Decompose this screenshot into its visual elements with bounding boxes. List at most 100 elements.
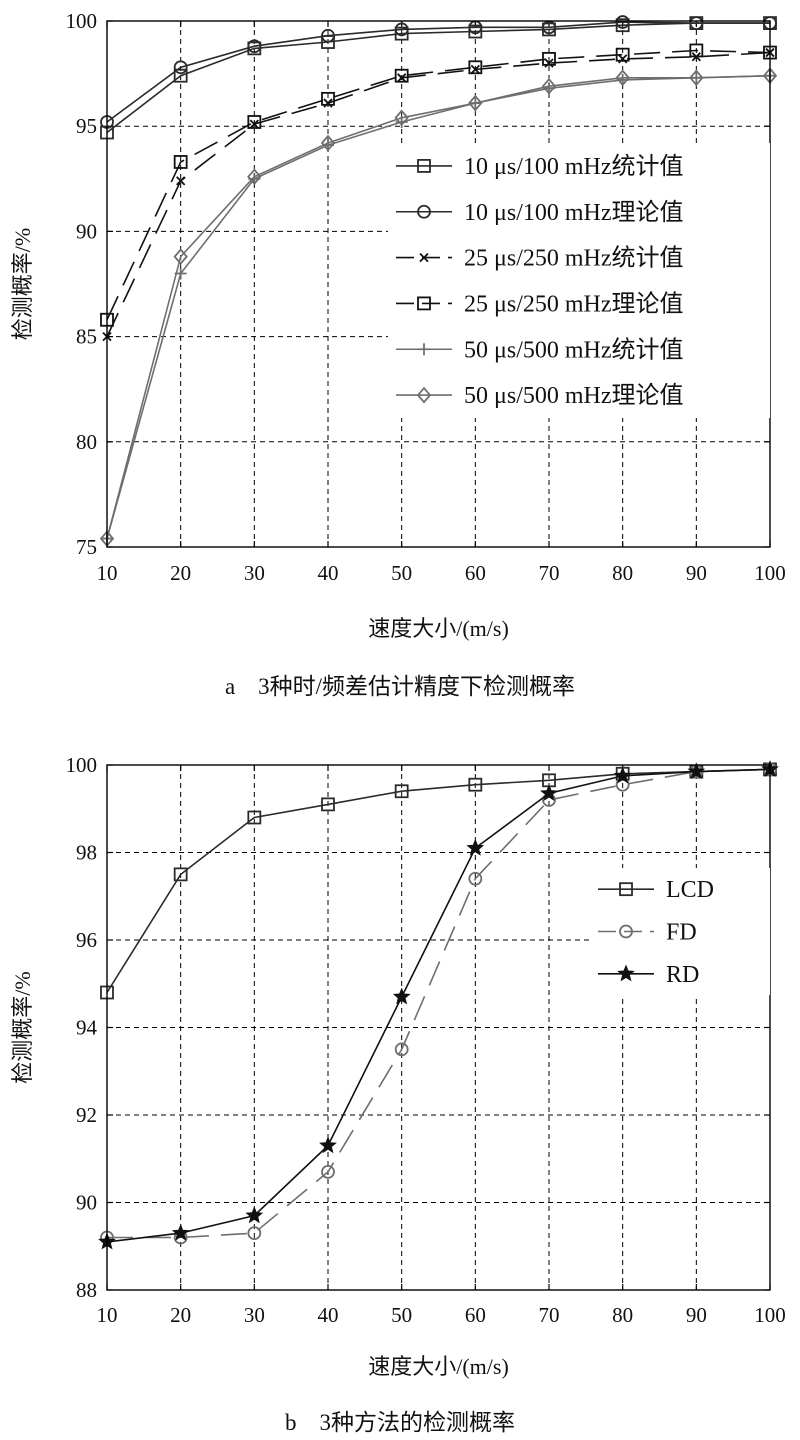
x-axis-title: 速度大小/(m/s) — [368, 616, 509, 641]
marker-square — [468, 24, 483, 39]
chart-b: 10 20 30 40 50 60 70 80 90 100 88 90 92 94 96 98 100 LCD F… — [10, 753, 786, 1435]
series-3 — [98, 760, 779, 1250]
x-tick-label: 70 — [539, 561, 560, 585]
series-line — [106, 49, 771, 321]
y-tick-label: 100 — [66, 9, 98, 33]
marker-star — [392, 987, 411, 1005]
series-line — [107, 768, 771, 1239]
marker-star — [613, 766, 632, 784]
marker-square — [394, 784, 409, 799]
marker-star — [687, 762, 706, 780]
marker-circle — [394, 1042, 409, 1057]
x-axis-title: 速度大小/(m/s) — [368, 1354, 509, 1379]
x-tick-label: 10 — [97, 1303, 118, 1327]
y-tick-label: 90 — [76, 219, 97, 243]
x-tick-label: 50 — [391, 561, 412, 585]
marker-square — [173, 155, 188, 169]
plot-frame — [106, 764, 771, 1291]
marker-circle — [173, 60, 188, 75]
x-tick-label: 80 — [612, 561, 633, 585]
legend-entry: 10 μs/100 mHz理论值 — [396, 199, 684, 226]
marker-circle — [321, 1164, 335, 1179]
x-tick-label: 40 — [318, 1303, 339, 1327]
y-axis-title: 检测概率/% — [10, 971, 35, 1083]
y-axis-title: 检测概率/% — [10, 228, 35, 340]
y-tick-label: 94 — [76, 1016, 98, 1040]
y-tick-label: 98 — [76, 841, 97, 865]
marker-plus — [418, 343, 430, 356]
figure-caption: b 3种方法的检测概率 — [285, 1410, 515, 1435]
x-tick-label: 60 — [465, 1303, 486, 1327]
marker-circle — [321, 28, 335, 43]
x-tick-label: 90 — [686, 1303, 707, 1327]
marker-square — [321, 797, 335, 812]
marker-diamond — [247, 168, 262, 186]
legend-entry: FD — [598, 920, 697, 946]
y-tick-label: 80 — [76, 430, 97, 454]
legend-label: 25 μs/250 mHz统计值 — [464, 245, 684, 272]
marker-square — [417, 296, 431, 311]
legend-entry: 50 μs/500 mHz理论值 — [396, 382, 684, 409]
legend: LCD FD RD — [590, 868, 770, 995]
y-tick-label: 95 — [76, 114, 97, 138]
series-line — [106, 768, 771, 1243]
marker-square — [689, 43, 704, 58]
series-line — [106, 51, 771, 337]
y-tick-label: 100 — [66, 753, 98, 777]
legend-label: 50 μs/500 mHz理论值 — [464, 382, 684, 409]
marker-x — [249, 119, 259, 129]
marker-diamond — [541, 77, 557, 95]
legend-label: 10 μs/100 mHz统计值 — [464, 153, 684, 180]
marker-x — [470, 64, 480, 75]
marker-square — [468, 60, 483, 75]
x-tick-label: 10 — [97, 561, 118, 585]
x-tick-label: 100 — [754, 561, 786, 585]
x-tick-label: 40 — [318, 561, 339, 585]
marker-star — [319, 1136, 337, 1154]
legend-entry: 25 μs/250 mHz统计值 — [396, 245, 684, 272]
legend-entry: 10 μs/100 mHz统计值 — [396, 153, 684, 180]
legend-entry: LCD — [598, 877, 714, 903]
marker-star — [171, 1223, 190, 1241]
x-tick-label: 50 — [391, 1303, 412, 1327]
legend-label: 25 μs/250 mHz理论值 — [464, 290, 684, 317]
y-tick-label: 96 — [76, 928, 97, 952]
marker-diamond — [468, 94, 483, 112]
marker-diamond — [320, 134, 336, 152]
marker-square — [542, 51, 556, 66]
legend-entry: 50 μs/500 mHz统计值 — [396, 336, 684, 363]
marker-circle — [468, 871, 483, 886]
legend-label: FD — [666, 920, 697, 946]
series-line — [106, 768, 771, 993]
marker-diamond — [394, 109, 409, 127]
marker-square — [247, 115, 262, 129]
legend-label: RD — [666, 962, 699, 988]
marker-diamond — [173, 248, 188, 266]
legend-entry: RD — [598, 962, 699, 988]
marker-diamond — [689, 69, 704, 87]
marker-square — [615, 47, 630, 62]
series-line — [106, 22, 770, 134]
x-tick-label: 80 — [612, 1303, 633, 1327]
marker-x — [419, 252, 429, 263]
legend-background — [388, 143, 770, 418]
marker-star — [466, 838, 485, 856]
marker-diamond — [615, 69, 630, 87]
marker-square — [619, 882, 633, 897]
legend-entry: 25 μs/250 mHz理论值 — [396, 290, 684, 317]
marker-square — [394, 26, 409, 41]
x-tick-label: 70 — [539, 1303, 560, 1327]
marker-x — [397, 73, 407, 83]
legend-label: 50 μs/500 mHz统计值 — [464, 336, 684, 363]
marker-square — [394, 68, 409, 83]
marker-square — [417, 159, 431, 173]
marker-square — [173, 867, 188, 882]
series-line — [106, 74, 771, 539]
series-2 — [100, 762, 777, 1245]
marker-circle — [247, 1226, 262, 1241]
marker-circle — [619, 924, 633, 939]
series-line — [106, 74, 771, 539]
x-tick-label: 30 — [244, 561, 265, 585]
x-tick-label: 60 — [465, 561, 486, 585]
